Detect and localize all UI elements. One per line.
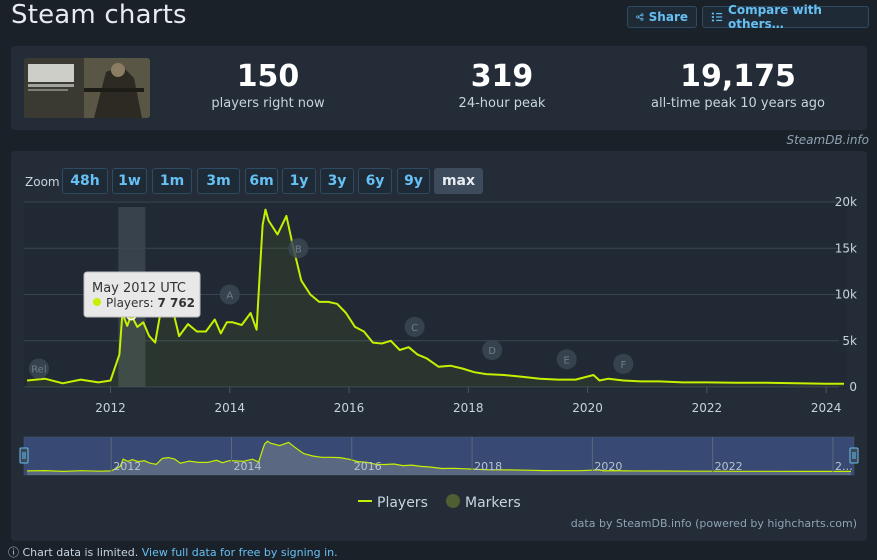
compare-button[interactable]: Compare with others…: [702, 3, 869, 31]
page-title: Steam charts: [11, 0, 187, 30]
x-tick-label: 2020: [572, 401, 603, 415]
share-icon: [636, 13, 644, 21]
app-header-image[interactable]: [24, 58, 150, 118]
event-marker-label: E: [564, 355, 570, 366]
zoom-button-max[interactable]: max: [434, 168, 483, 194]
y-tick-label: 15k: [835, 241, 857, 255]
zoom-button-1w[interactable]: 1w: [112, 168, 147, 194]
navigator-area: [27, 441, 851, 475]
players-line: [26, 208, 844, 385]
navigator-tick-label: 2022: [715, 460, 743, 473]
zoom-button-9y[interactable]: 9y: [397, 168, 430, 194]
highcharts-credit: data by SteamDB.info (powered by highcha…: [570, 517, 857, 530]
share-button[interactable]: Share: [627, 6, 697, 28]
stat-alltime-peak: 19,175 all-time peak 10 years ago: [628, 59, 848, 112]
zoom-button-48h[interactable]: 48h: [62, 168, 108, 194]
compare-label: Compare with others…: [728, 3, 822, 31]
steamdb-credit: SteamDB.info: [786, 133, 869, 147]
event-marker-label: F: [620, 360, 626, 371]
navigator-tick-label: 2014: [234, 460, 262, 473]
navigator-line: [26, 440, 851, 473]
x-tick-label: 2014: [214, 401, 245, 415]
navigator-tick-label: 2012: [113, 460, 141, 473]
zoom-button-3m[interactable]: 3m: [197, 168, 240, 194]
tooltip-title: May 2012 UTC: [92, 281, 186, 296]
legend-markers-label[interactable]: Markers: [465, 495, 521, 511]
alltime-peak-label: all-time peak 10 years ago: [650, 96, 825, 111]
event-marker-label: D: [488, 346, 496, 357]
y-tick-label: 0: [849, 380, 857, 394]
alltime-peak-value: 19,175: [680, 59, 796, 94]
zoom-button-3y[interactable]: 3y: [320, 168, 354, 194]
zoom-button-6y[interactable]: 6y: [358, 168, 392, 194]
y-tick-label: 5k: [842, 334, 857, 348]
tooltip-series-dot: [93, 298, 101, 306]
header: Steam charts Share Compare with others…: [0, 0, 877, 40]
x-tick-label: 2018: [453, 401, 484, 415]
navigator-tick-label: 2…: [835, 460, 853, 473]
event-marker-E: [556, 349, 577, 370]
stats-panel: 150 players right now 319 24-hour peak 1…: [11, 46, 867, 130]
legend-markers-swatch: [446, 494, 460, 508]
compare-icon: [711, 12, 723, 22]
tooltip-series: Players: 7 762: [106, 296, 195, 310]
share-label: Share: [648, 10, 688, 24]
navigator-left-handle[interactable]: [19, 447, 29, 464]
navigator-tick-label: 2016: [354, 460, 382, 473]
info-icon: ⓘ: [8, 546, 19, 559]
current-players-value: 150: [236, 59, 300, 94]
legend-players-label[interactable]: Players: [377, 495, 428, 511]
x-tick-label: 2022: [692, 401, 723, 415]
navigator-right-handle[interactable]: [849, 447, 859, 464]
y-tick-label: 20k: [835, 195, 857, 209]
tooltip-series-label: Players:: [106, 296, 157, 310]
game-art: [24, 58, 150, 118]
navigator-tick-label: 2018: [474, 460, 502, 473]
x-tick-label: 2012: [95, 401, 126, 415]
x-tick-label: 2016: [334, 401, 365, 415]
x-tick-label: 2024: [811, 401, 842, 415]
event-marker-A: [219, 284, 240, 305]
tooltip-value: 7 762: [157, 296, 195, 310]
event-marker-D: [482, 340, 503, 360]
event-marker-label: B: [295, 244, 302, 255]
stat-current-players: 150 players right now: [158, 59, 378, 112]
event-marker-Rel: [28, 358, 49, 379]
zoom-label: Zoom: [25, 175, 60, 189]
chart-panel: Zoom 48h 1w 1m 3m 6m 1y 3y 6y 9y max 0 5k 10k 15k 20k…: [11, 151, 867, 541]
navigator-tick-label: 2020: [594, 460, 622, 473]
current-players-label: players right now: [211, 96, 325, 111]
event-marker-F: [613, 353, 634, 374]
event-marker-B: [288, 238, 309, 259]
event-marker-C: [404, 316, 425, 337]
data-limit-note: ⓘ Chart data is limited. View full data …: [8, 544, 338, 560]
peak-24h-value: 319: [470, 59, 534, 94]
player-chart[interactable]: 0 5k 10k 15k 20k 2012 2014 2016 2018 2020 2022 2024…: [11, 151, 867, 541]
peak-24h-label: 24-hour peak: [458, 96, 546, 111]
sign-in-link[interactable]: View full data for free by signing in.: [141, 546, 338, 559]
y-tick-label: 10k: [835, 288, 857, 302]
zoom-button-1y[interactable]: 1y: [282, 168, 316, 194]
tooltip-box: [83, 271, 201, 318]
stat-24h-peak: 319 24-hour peak: [392, 59, 612, 112]
event-marker-label: C: [411, 323, 418, 334]
players-area: [27, 209, 844, 387]
event-marker-label: Rel: [31, 365, 46, 376]
zoom-button-1m[interactable]: 1m: [152, 168, 192, 194]
event-marker-label: A: [226, 291, 233, 302]
zoom-button-6m[interactable]: 6m: [245, 168, 278, 194]
data-limit-text: Chart data is limited.: [22, 546, 139, 559]
